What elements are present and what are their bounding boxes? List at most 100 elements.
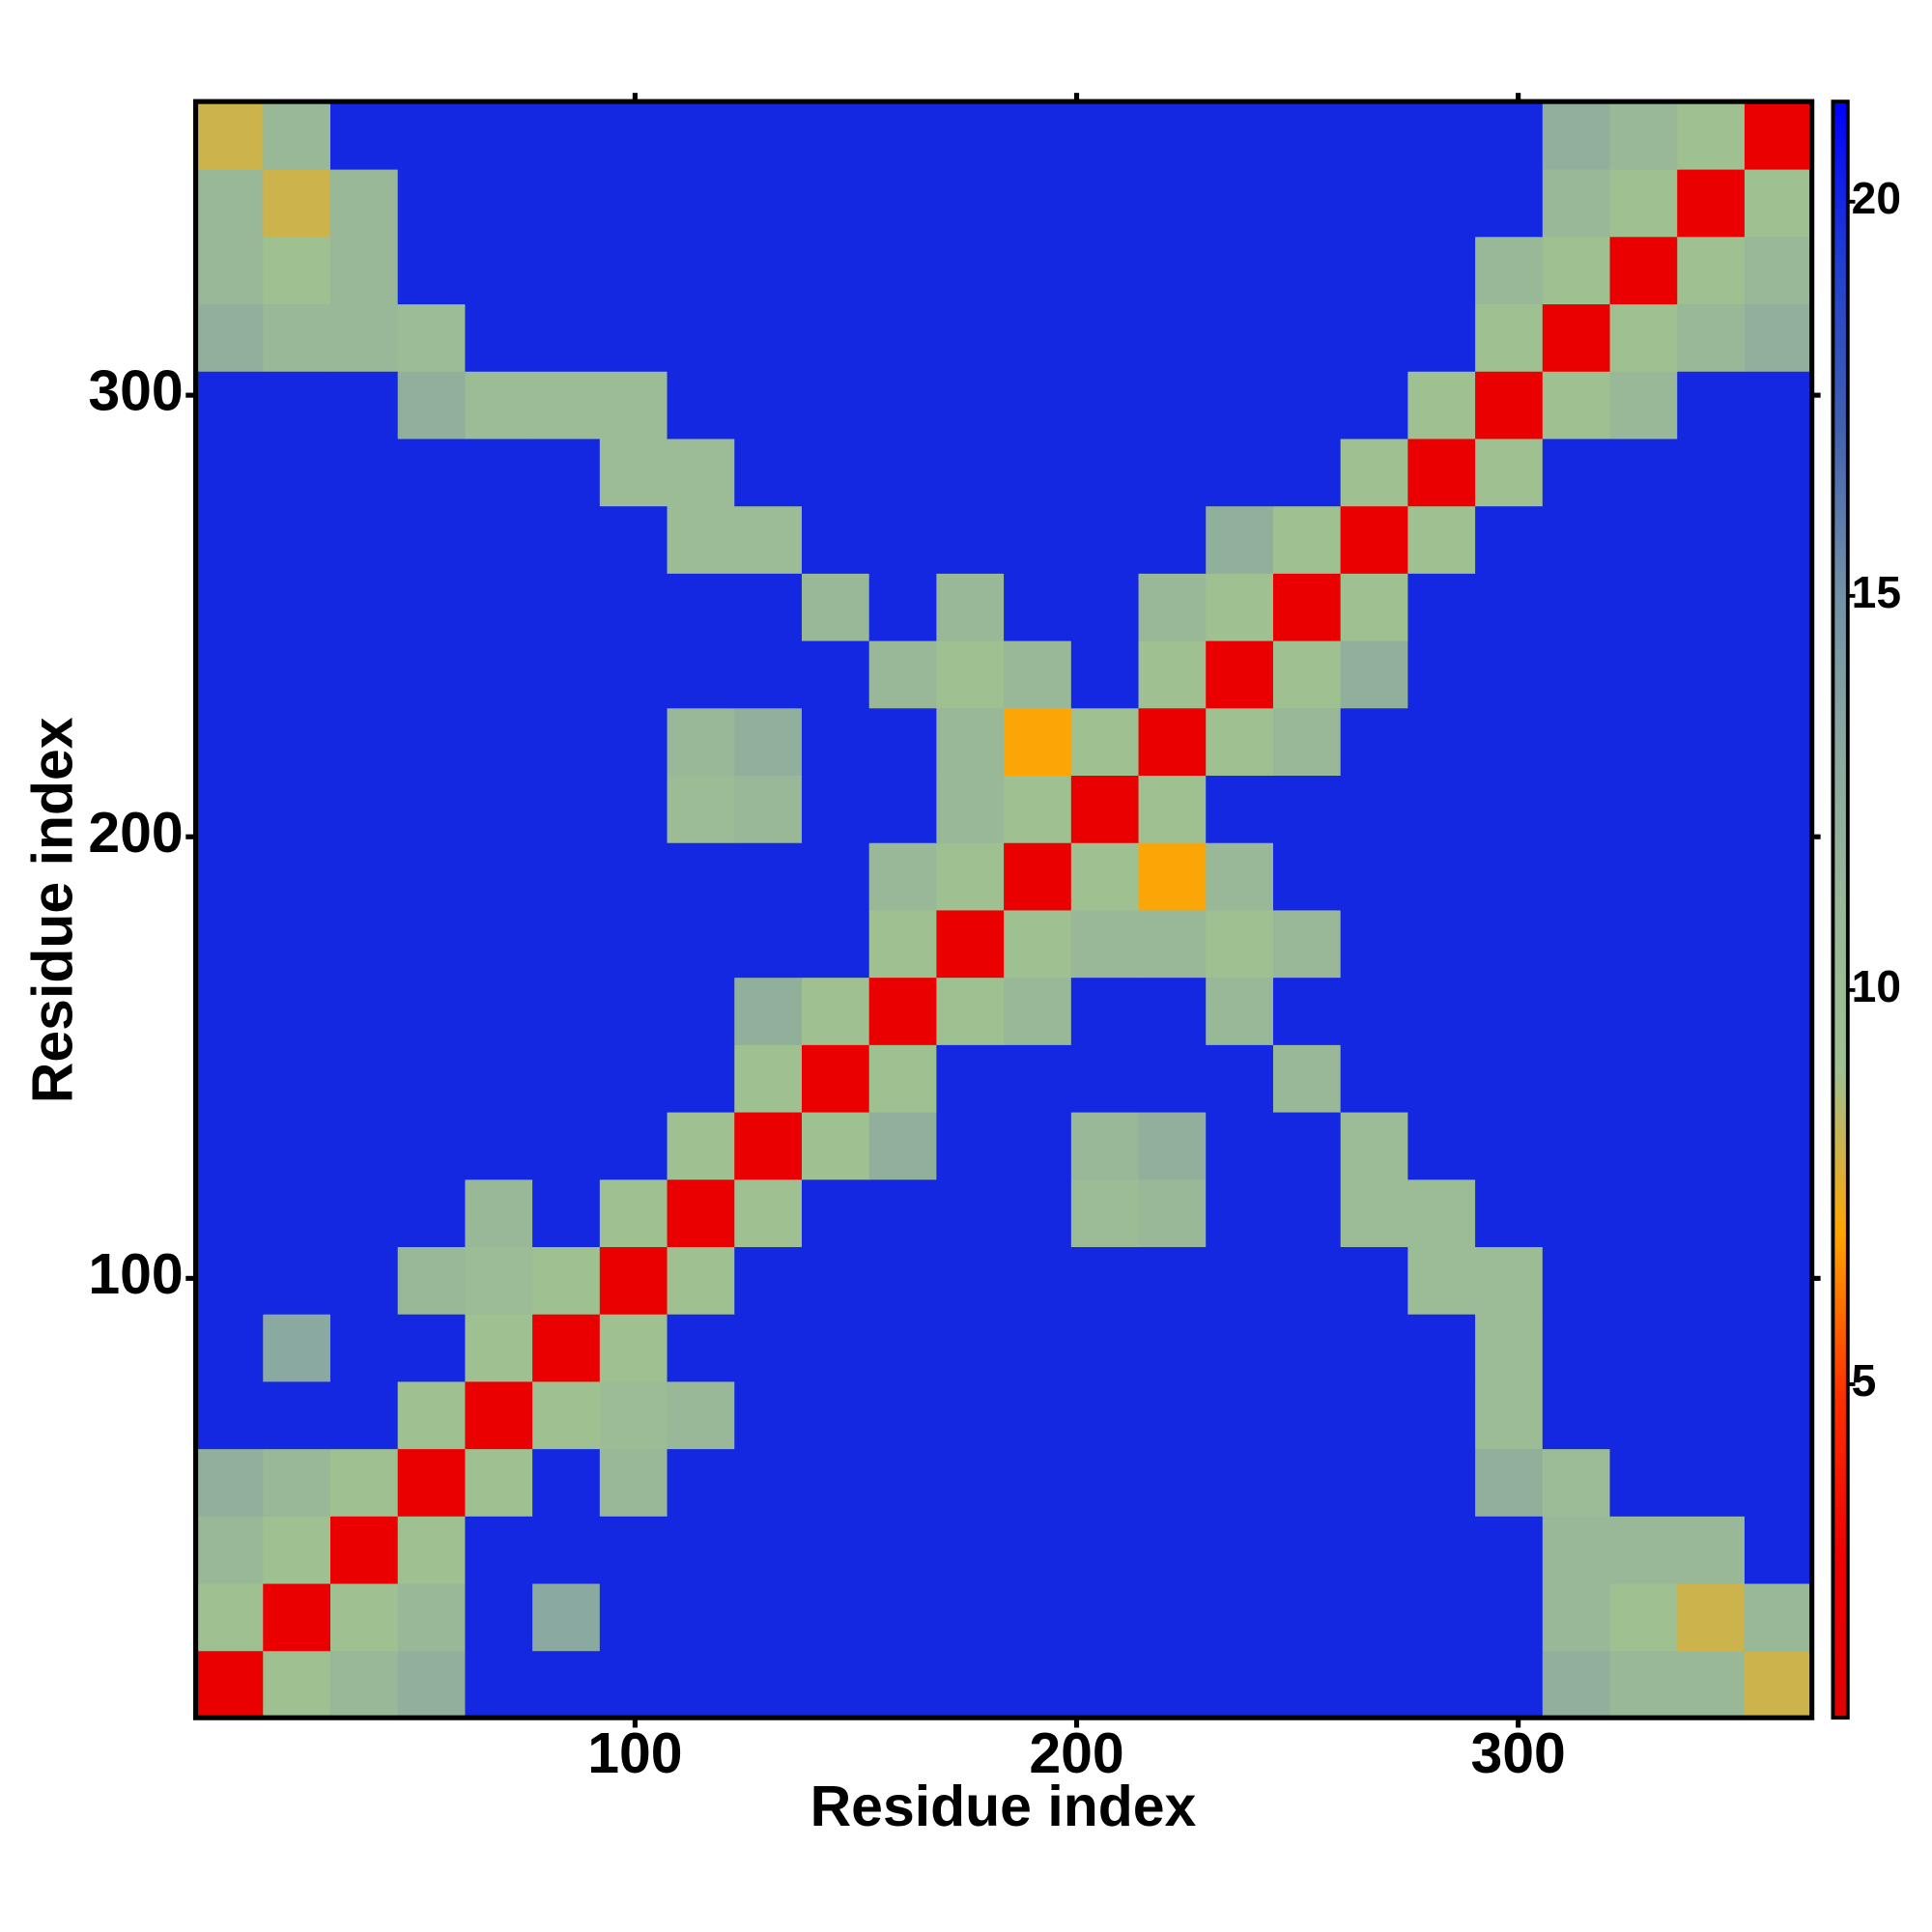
heatmap-cell xyxy=(1206,1111,1274,1180)
heatmap-cell xyxy=(1340,841,1409,911)
heatmap-cell xyxy=(329,1179,399,1247)
heatmap-cell xyxy=(465,1246,533,1315)
heatmap-cell xyxy=(1138,1044,1208,1113)
heatmap-cell xyxy=(1407,1044,1476,1113)
heatmap-cell xyxy=(1272,1111,1342,1180)
heatmap-cell xyxy=(532,236,601,305)
heatmap-cell xyxy=(532,1582,601,1652)
heatmap-cell xyxy=(1206,1246,1274,1315)
heatmap-cell xyxy=(263,370,331,440)
heatmap-cell xyxy=(1609,438,1678,507)
y-tick-label: 200 xyxy=(88,802,183,865)
heatmap-cell xyxy=(329,909,399,979)
heatmap-cell xyxy=(936,1380,1005,1450)
heatmap-cell xyxy=(734,1448,803,1517)
heatmap-cell xyxy=(1070,573,1140,641)
heatmap-cell xyxy=(263,168,331,238)
heatmap-cell xyxy=(599,303,668,372)
heatmap-cell xyxy=(1070,1044,1140,1113)
heatmap-cell xyxy=(1340,168,1409,238)
heatmap-cell xyxy=(936,168,1005,238)
heatmap-cell xyxy=(263,841,331,911)
heatmap-cell xyxy=(1407,236,1476,305)
heatmap-cell xyxy=(801,909,870,979)
heatmap-cell xyxy=(1272,168,1342,238)
heatmap-cell xyxy=(1744,977,1813,1045)
heatmap-cell xyxy=(1475,1650,1544,1719)
heatmap-cell xyxy=(329,438,399,507)
heatmap-cell xyxy=(801,639,870,709)
heatmap-cell xyxy=(1542,639,1611,709)
heatmap-cell xyxy=(329,977,399,1045)
heatmap-cell xyxy=(1407,101,1476,170)
heatmap-cell xyxy=(868,573,938,641)
heatmap-cell xyxy=(1744,438,1813,507)
heatmap-cell xyxy=(1744,1516,1813,1584)
heatmap-cell xyxy=(1542,1111,1611,1180)
heatmap-cell xyxy=(1340,303,1409,372)
heatmap-cell xyxy=(734,707,803,777)
heatmap-cell xyxy=(263,1111,331,1180)
heatmap-cell xyxy=(1609,707,1678,777)
heatmap-cell xyxy=(263,438,331,507)
heatmap-cell xyxy=(1070,505,1140,574)
heatmap-cell xyxy=(263,1044,331,1113)
heatmap-cell xyxy=(532,909,601,979)
heatmap-cell xyxy=(329,168,399,238)
heatmap-cell xyxy=(532,775,601,843)
heatmap-cell xyxy=(1609,841,1678,911)
heatmap-cell xyxy=(1004,1246,1072,1315)
heatmap-cell xyxy=(1340,236,1409,305)
heatmap-cell xyxy=(1744,909,1813,979)
heatmap-cell xyxy=(801,977,870,1045)
heatmap-cell xyxy=(868,1179,938,1247)
heatmap-cell xyxy=(397,1650,467,1719)
heatmap-cell xyxy=(465,1650,533,1719)
heatmap-cell xyxy=(532,977,601,1045)
heatmap-cell xyxy=(1677,1650,1746,1719)
heatmap-cell xyxy=(1542,236,1611,305)
heatmap-cell xyxy=(1407,1582,1476,1652)
heatmap-cell xyxy=(936,505,1005,574)
heatmap-cell xyxy=(263,101,331,170)
heatmap-cell xyxy=(397,1246,467,1315)
heatmap-cell xyxy=(397,775,467,843)
heatmap-cell xyxy=(1677,707,1746,777)
heatmap-cell xyxy=(1475,1380,1544,1450)
heatmap-cell xyxy=(263,775,331,843)
heatmap-cell xyxy=(801,1044,870,1113)
heatmap-cell xyxy=(801,841,870,911)
heatmap-cell xyxy=(1138,101,1208,170)
x-tick-label: 100 xyxy=(587,1722,682,1785)
heatmap-cell xyxy=(465,639,533,709)
heatmap-cell xyxy=(1272,909,1342,979)
heatmap-cell xyxy=(1138,1516,1208,1584)
heatmap-cell xyxy=(1609,1380,1678,1450)
heatmap-cell xyxy=(1407,505,1476,574)
heatmap-cell xyxy=(1609,101,1678,170)
heatmap-cell xyxy=(1475,168,1544,238)
heatmap-cell xyxy=(1206,1380,1274,1450)
heatmap-cell xyxy=(1475,1246,1544,1315)
heatmap-cell xyxy=(599,639,668,709)
heatmap-cell xyxy=(1272,1313,1342,1382)
heatmap-cell xyxy=(1609,370,1678,440)
heatmap-cell xyxy=(263,1582,331,1652)
heatmap-cell xyxy=(1475,1179,1544,1247)
heatmap-cell xyxy=(1744,303,1813,372)
heatmap-cell xyxy=(263,1313,331,1382)
heatmap-cell xyxy=(329,370,399,440)
heatmap-cell xyxy=(195,438,265,507)
heatmap-cell xyxy=(599,841,668,911)
heatmap-cell xyxy=(465,775,533,843)
y-tick-label: 100 xyxy=(88,1243,183,1306)
heatmap-cell xyxy=(936,977,1005,1045)
heatmap-cell xyxy=(397,707,467,777)
heatmap-cell xyxy=(397,1380,467,1450)
heatmap-cell xyxy=(1004,505,1072,574)
heatmap-cell xyxy=(465,573,533,641)
heatmap-cell xyxy=(532,1111,601,1180)
heatmap-cell xyxy=(195,1650,265,1719)
heatmap-cell xyxy=(1609,1111,1678,1180)
